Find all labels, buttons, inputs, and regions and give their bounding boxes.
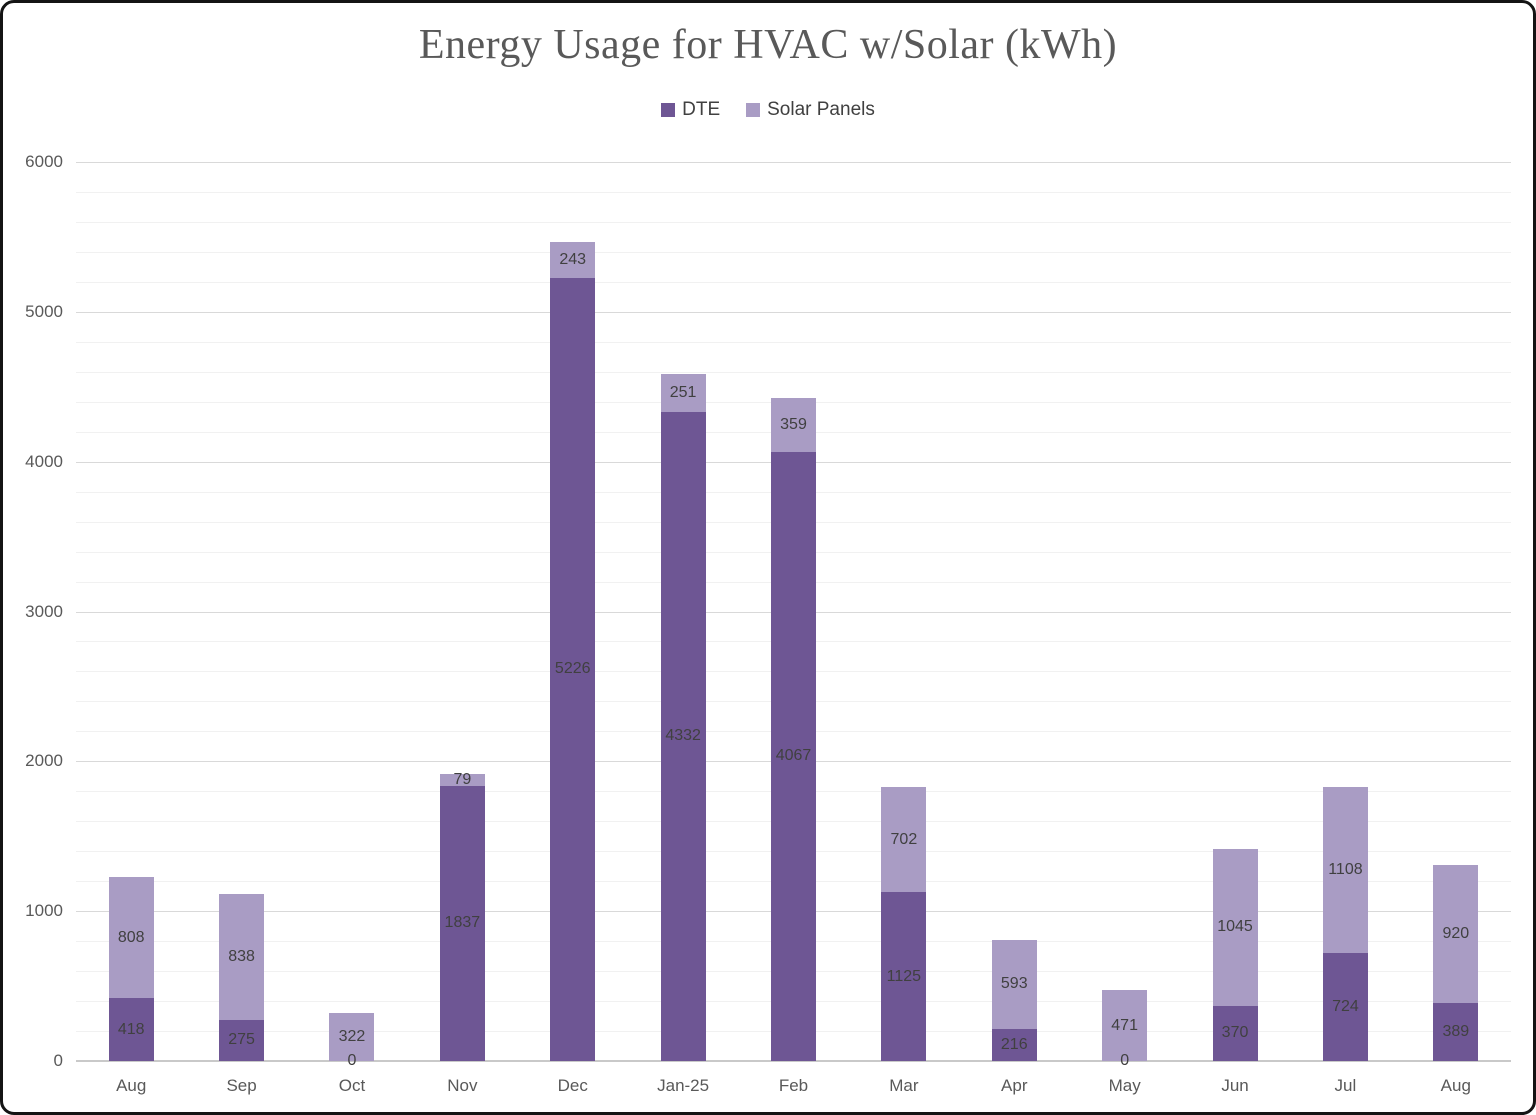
data-label-dte: 370 xyxy=(1221,1024,1249,1042)
legend-label-solar-panels: Solar Panels xyxy=(767,99,875,120)
data-label-solar-panels: 251 xyxy=(669,384,697,402)
y-axis-tick-label: 2000 xyxy=(25,751,63,771)
data-label-dte: 4332 xyxy=(665,727,701,745)
data-label-solar-panels: 471 xyxy=(1111,1016,1138,1034)
gridline-major xyxy=(76,162,1511,163)
bar-segment-solar-panels xyxy=(108,877,154,999)
data-label-dte: 216 xyxy=(1000,1035,1028,1053)
data-label-dte: 1125 xyxy=(886,967,922,985)
legend-label-dte: DTE xyxy=(682,99,721,120)
data-label-dte: 5226 xyxy=(554,660,591,678)
bar-segment-solar-panels xyxy=(1212,848,1258,1006)
bar-segment-dte xyxy=(991,1028,1037,1061)
gridline-minor xyxy=(76,281,1511,283)
x-axis-category-label: Dec xyxy=(557,1076,588,1095)
bar-segment-solar-panels xyxy=(550,241,596,278)
x-axis-category-label: Jul xyxy=(1334,1076,1357,1095)
y-axis-tick-label: 6000 xyxy=(25,152,63,171)
bar-segment-dte xyxy=(108,998,154,1061)
bar-segment-dte xyxy=(1433,1002,1479,1061)
bar-segment-solar-panels xyxy=(660,374,706,412)
x-axis-category-label: Feb xyxy=(778,1076,809,1095)
bar-segment-solar-panels xyxy=(329,1012,375,1061)
bar-segment-dte xyxy=(881,892,927,1061)
data-label-dte: 1837 xyxy=(444,914,481,932)
bar-segment-dte xyxy=(1322,952,1368,1061)
gridline-minor xyxy=(76,371,1511,373)
data-label-solar-panels: 808 xyxy=(117,928,145,946)
data-label-dte: 724 xyxy=(1332,997,1359,1015)
data-label-solar-panels: 593 xyxy=(1000,975,1028,993)
data-label-dte: 275 xyxy=(228,1031,255,1049)
y-axis-tick-label: 3000 xyxy=(25,601,63,621)
bar-segment-dte xyxy=(219,1019,265,1061)
bar-segment-solar-panels xyxy=(439,773,485,786)
data-label-solar-panels: 322 xyxy=(338,1027,366,1045)
x-axis-category-label: Aug xyxy=(116,1076,147,1095)
gridline-minor xyxy=(76,221,1511,223)
data-label-solar-panels: 243 xyxy=(559,250,587,268)
bar-segment-solar-panels xyxy=(771,397,816,452)
bar-segment-solar-panels xyxy=(881,787,927,893)
data-label-solar-panels: 79 xyxy=(453,770,472,788)
x-axis-category-label: Aug xyxy=(1440,1076,1471,1095)
bar-segment-solar-panels xyxy=(1102,990,1148,1061)
bar-segment-dte xyxy=(439,785,485,1061)
gridline-major xyxy=(76,311,1511,313)
data-label-dte: 0 xyxy=(1120,1052,1130,1069)
bar-segment-solar-panels xyxy=(1433,864,1479,1003)
data-label-dte: 418 xyxy=(117,1020,145,1038)
x-axis-category-label: Jun xyxy=(1221,1076,1249,1095)
x-axis-category-label: Nov xyxy=(447,1076,478,1095)
data-label-solar-panels: 359 xyxy=(780,415,807,433)
gridline-minor xyxy=(76,191,1511,193)
legend-swatch-dte-icon xyxy=(661,103,676,117)
legend-swatch-solar-panels-icon xyxy=(746,103,761,117)
y-axis-tick-label: 5000 xyxy=(25,301,63,321)
x-axis-category-label: Mar xyxy=(889,1076,919,1095)
data-label-dte: 0 xyxy=(347,1052,357,1069)
x-axis-category-label: Oct xyxy=(338,1076,366,1095)
gridline-minor xyxy=(76,341,1511,343)
legend-item-dte: DTE xyxy=(661,99,720,121)
chart-title: Energy Usage for HVAC w/Solar (kWh) xyxy=(418,22,1118,68)
x-axis-category-label: Sep xyxy=(226,1076,257,1095)
x-axis-category-label: May xyxy=(1108,1076,1141,1095)
bar-segment-solar-panels xyxy=(1322,786,1368,953)
legend: DTE Solar Panels xyxy=(3,99,1533,121)
y-axis-tick-label: 0 xyxy=(53,1051,63,1070)
bar-segment-dte xyxy=(550,277,596,1061)
bar-segment-dte xyxy=(660,411,706,1061)
bar-segment-dte xyxy=(1212,1005,1258,1061)
bar-segment-solar-panels xyxy=(219,894,265,1020)
data-label-solar-panels: 1045 xyxy=(1217,918,1253,936)
legend-item-solar-panels: Solar Panels xyxy=(746,99,875,121)
gridline-minor xyxy=(76,251,1511,253)
plot-area: 418 808 275 838 0 322 1837 79 5226 243 4332 251 4067… xyxy=(76,162,1511,1069)
data-label-dte: 389 xyxy=(1442,1022,1470,1040)
y-axis-tick-label: 4000 xyxy=(25,451,63,471)
data-label-solar-panels: 702 xyxy=(890,830,918,848)
data-label-solar-panels: 920 xyxy=(1442,924,1470,942)
y-axis-tick-label: 1000 xyxy=(25,901,63,921)
bar-segment-dte xyxy=(771,451,816,1061)
data-label-solar-panels: 838 xyxy=(228,948,255,966)
x-axis-category-label: Jan-25 xyxy=(657,1076,710,1095)
x-axis-baseline xyxy=(76,1060,1511,1062)
data-label-solar-panels: 1108 xyxy=(1328,860,1363,878)
bar-segment-solar-panels xyxy=(991,939,1037,1029)
x-axis-category-label: Apr xyxy=(1001,1076,1028,1095)
data-label-dte: 4067 xyxy=(775,747,812,765)
